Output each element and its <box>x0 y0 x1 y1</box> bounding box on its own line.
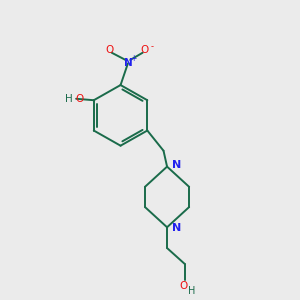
Text: +: + <box>130 54 136 63</box>
Text: O: O <box>141 45 149 56</box>
Text: N: N <box>124 58 132 68</box>
Text: H: H <box>188 286 195 296</box>
Text: N: N <box>172 223 181 233</box>
Text: -: - <box>151 43 154 52</box>
Text: O: O <box>75 94 83 104</box>
Text: N: N <box>172 160 181 170</box>
Text: H: H <box>65 94 73 104</box>
Text: O: O <box>179 281 188 291</box>
Text: O: O <box>106 45 114 56</box>
